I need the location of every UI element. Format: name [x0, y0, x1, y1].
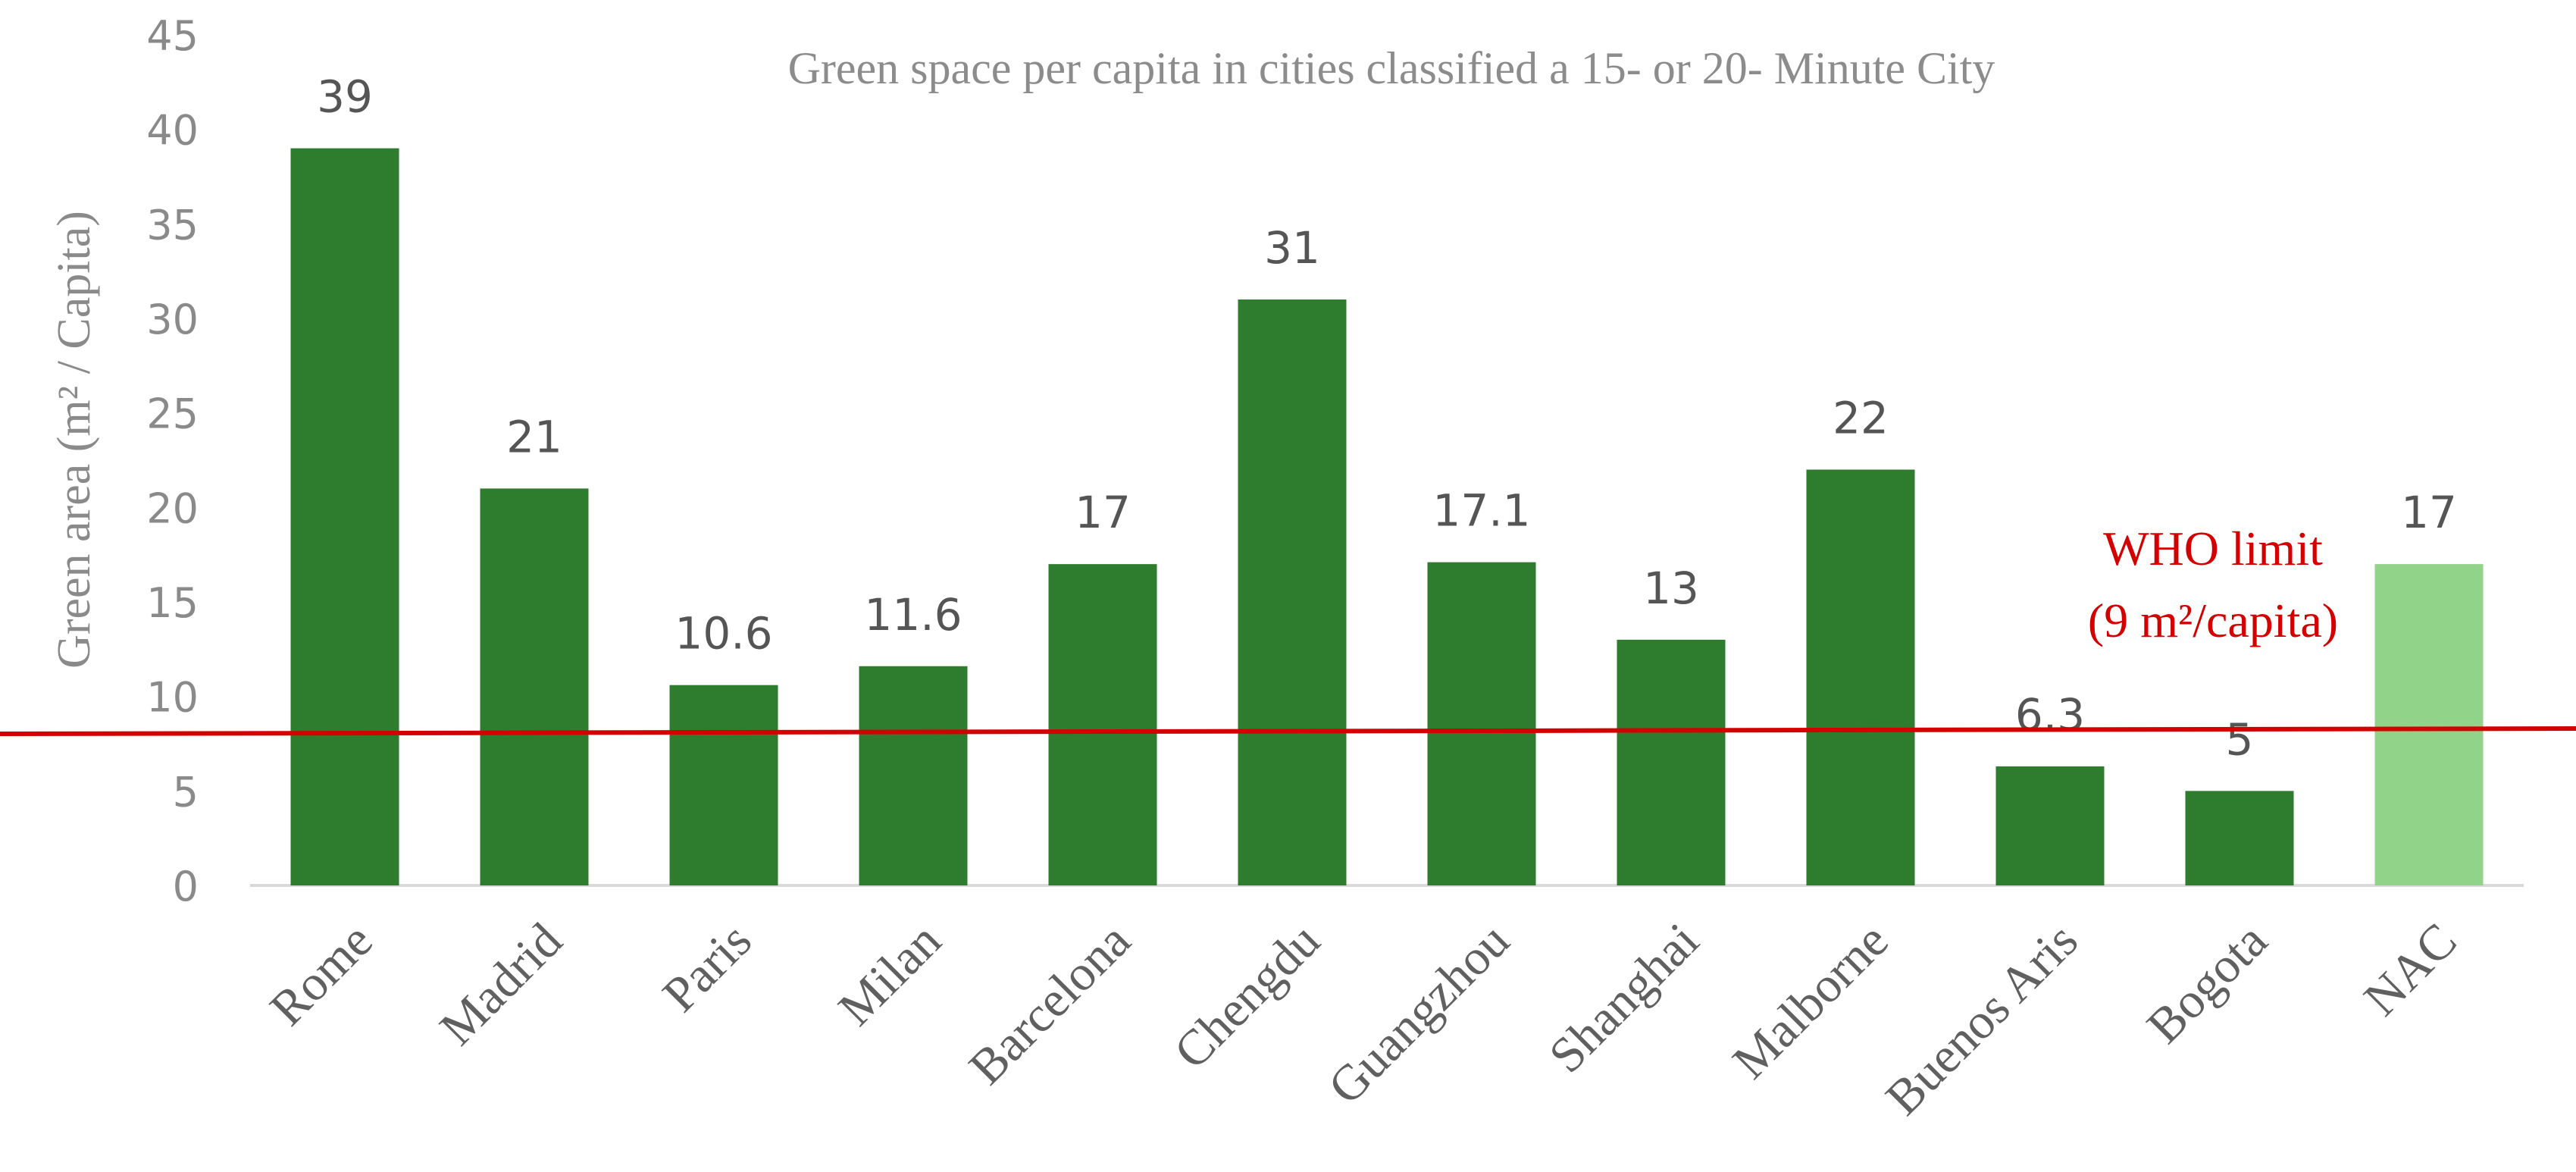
- category-label: NAC: [2353, 913, 2467, 1026]
- bar: [2185, 791, 2294, 885]
- category-label: Madrid: [430, 913, 573, 1056]
- who-limit-sublabel: (9 m²/capita): [2088, 594, 2338, 647]
- bar: [2374, 564, 2484, 885]
- category-label: Paris: [653, 913, 762, 1023]
- value-label: 10.6: [675, 608, 772, 660]
- category-label: Milan: [828, 913, 952, 1036]
- value-label: 17: [1075, 487, 1131, 538]
- value-labels: 39 21 10.6 11.6 17 31 17.1 13 22 6.3 5 17: [317, 71, 2457, 766]
- y-tick-label: 30: [146, 296, 199, 343]
- bar: [859, 666, 968, 885]
- y-axis-ticks: 0 5 10 15 20 25 30 35 40 45: [146, 12, 199, 910]
- category-label: Malborne: [1723, 913, 1899, 1089]
- bar: [1806, 469, 1915, 885]
- value-label: 17.1: [1432, 485, 1530, 537]
- y-tick-label: 40: [146, 107, 199, 155]
- y-tick-label: 15: [146, 579, 199, 627]
- y-tick-label: 45: [146, 12, 199, 60]
- category-label: Bogota: [2136, 913, 2277, 1054]
- y-tick-label: 0: [173, 863, 199, 910]
- value-label: 11.6: [864, 589, 962, 641]
- category-label: Guangzhou: [1318, 913, 1520, 1115]
- bar: [1048, 564, 1157, 885]
- value-label: 6.3: [2015, 689, 2085, 741]
- bar: [1427, 562, 1536, 885]
- category-label: Rome: [260, 913, 383, 1036]
- category-label: Chengdu: [1163, 913, 1330, 1080]
- value-label: 39: [317, 71, 373, 123]
- value-label: 17: [2401, 487, 2457, 538]
- bar: [1995, 766, 2105, 885]
- who-limit-line: [0, 726, 2576, 736]
- bars: [290, 148, 2484, 886]
- value-label: 13: [1643, 562, 1699, 614]
- bar: [290, 148, 399, 886]
- category-label: Barcelona: [959, 913, 1141, 1095]
- bar: [480, 488, 589, 885]
- bar: [1617, 639, 1726, 885]
- y-tick-label: 25: [146, 390, 199, 438]
- category-label: Shanghai: [1538, 913, 1709, 1083]
- bar: [669, 685, 778, 885]
- category-label: Buenos Aris: [1876, 913, 2089, 1126]
- value-label: 5: [2226, 713, 2254, 765]
- y-tick-label: 35: [146, 201, 199, 249]
- y-tick-label: 5: [173, 768, 199, 816]
- y-axis-label: Green area (m² / Capita): [49, 211, 100, 669]
- y-tick-label: 20: [146, 484, 199, 532]
- category-labels: Rome Madrid Paris Milan Barcelona ChengduGuan…: [260, 913, 2468, 1126]
- value-label: 21: [506, 411, 562, 462]
- value-label: 22: [1833, 392, 1889, 443]
- chart-title: Green space per capita in cities classif…: [788, 43, 1995, 93]
- bar: [1238, 299, 1347, 886]
- who-limit-label: WHO limit: [2103, 522, 2323, 575]
- value-label: 31: [1264, 222, 1320, 274]
- y-tick-label: 10: [146, 674, 199, 722]
